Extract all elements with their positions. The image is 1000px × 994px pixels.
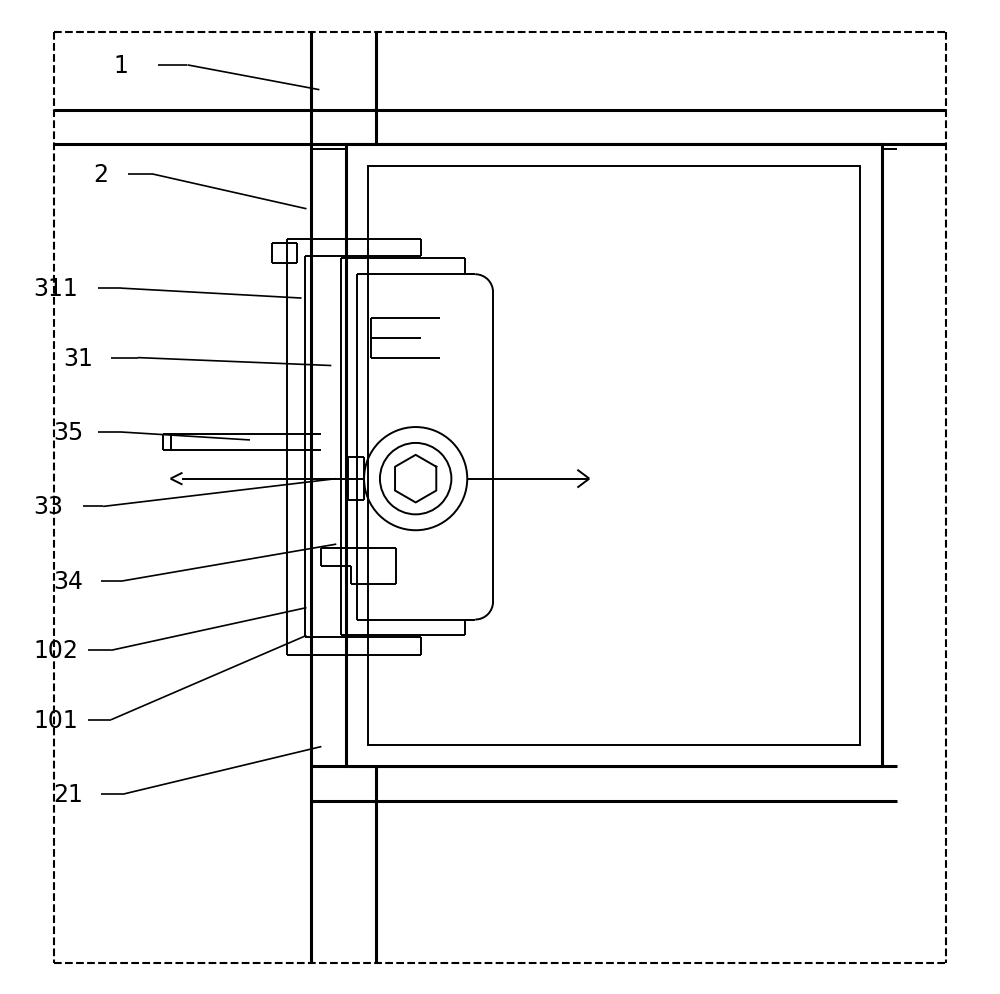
Text: 21: 21 — [54, 782, 83, 806]
Bar — [346, 145, 882, 766]
Text: 2: 2 — [93, 163, 108, 187]
Text: 311: 311 — [34, 277, 78, 301]
Text: 34: 34 — [54, 570, 84, 593]
Text: 31: 31 — [63, 346, 93, 370]
Text: 102: 102 — [34, 639, 79, 663]
Text: 101: 101 — [34, 708, 78, 732]
Text: 35: 35 — [54, 420, 84, 444]
Text: 33: 33 — [34, 495, 64, 519]
Text: 1: 1 — [113, 54, 128, 78]
Bar — [368, 167, 860, 745]
